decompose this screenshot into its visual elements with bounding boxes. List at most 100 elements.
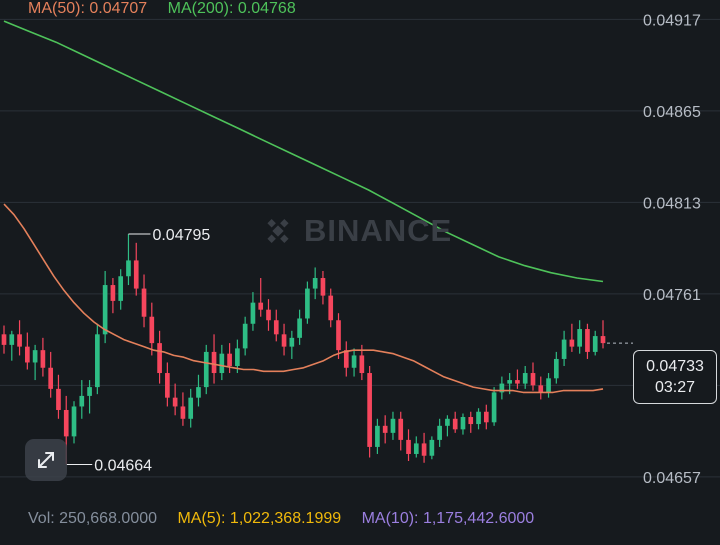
candle-body [79, 395, 85, 407]
candle-body [149, 316, 155, 344]
candle-body [126, 260, 131, 277]
candle-body [1, 334, 7, 345]
candle-body [445, 418, 450, 426]
candle-body [227, 353, 232, 366]
candle-body [297, 318, 302, 338]
candle-body [413, 443, 419, 454]
candle-body [180, 406, 186, 419]
candle-body [546, 378, 551, 393]
candle-body [460, 417, 466, 430]
candle-body [483, 411, 489, 423]
binance-logo-icon [267, 218, 289, 244]
candle-body [273, 320, 279, 335]
ma5-legend: MA(5): 1,022,368.1999 [177, 510, 342, 527]
candle-body [592, 336, 598, 352]
candle-body [25, 346, 30, 363]
candle-body [289, 337, 295, 347]
candle-body [577, 329, 582, 347]
ma50-legend: MA(50): 0.04707 [28, 0, 148, 17]
vol-legend: Vol: 250,668.0000 [28, 510, 158, 527]
high-marker-label: 0.04795 [152, 227, 210, 244]
candle-body [172, 397, 178, 407]
candles-group [1, 234, 606, 465]
candle-countdown: 03:27 [654, 379, 696, 396]
candle-body [375, 425, 380, 447]
candle-body [71, 406, 77, 437]
expand-arrows-icon [38, 452, 54, 468]
candle-body [437, 425, 442, 440]
ma50-line [3, 203, 604, 394]
candle-body [491, 392, 497, 423]
candle-body [390, 418, 396, 433]
y-tick-label: 0.04917 [643, 12, 701, 29]
candle-body [110, 285, 116, 301]
candle-body [242, 323, 248, 349]
candle-body [406, 439, 411, 454]
candle-body [320, 278, 326, 296]
candle-body [336, 320, 341, 351]
candle-body [452, 418, 458, 430]
candle-body [499, 383, 505, 393]
candle-body [235, 348, 240, 366]
candle-body [312, 278, 318, 289]
y-tick-label: 0.04813 [643, 195, 701, 212]
candle-body [569, 339, 575, 347]
candle-body [351, 355, 357, 368]
candle-body [40, 350, 46, 368]
candle-body [468, 417, 474, 425]
ma-legend: MA(50): 0.04707 MA(200): 0.04768 [28, 0, 312, 18]
candle-body [211, 351, 217, 374]
y-tick-label: 0.04761 [643, 287, 701, 304]
candle-body [165, 373, 170, 398]
candle-body [258, 302, 264, 310]
candle-body [359, 355, 365, 374]
candle-body [553, 358, 559, 379]
binance-watermark: BINANCE [258, 211, 452, 251]
expand-button[interactable] [25, 439, 67, 481]
candle-body [515, 380, 520, 384]
y-axis: 0.049170.048650.048130.047610.047090.046… [643, 12, 701, 486]
candle-body [305, 288, 310, 319]
ma50-line-group [3, 203, 604, 394]
candle-body [9, 334, 15, 345]
candle-body [219, 353, 225, 374]
candle-body [133, 260, 139, 289]
low-marker-label: 0.04664 [94, 458, 152, 475]
candle-body [367, 373, 372, 447]
candle-body [56, 388, 61, 410]
volume-legend: Vol: 250,668.0000 MA(5): 1,022,368.1999 … [28, 509, 550, 529]
candle-body [382, 425, 388, 433]
candle-body [118, 276, 124, 301]
candle-body [141, 288, 147, 317]
candle-body [32, 350, 38, 363]
candle-body [188, 397, 194, 419]
candle-body [266, 309, 271, 321]
y-tick-label: 0.04657 [643, 470, 701, 487]
ma200-legend: MA(200): 0.04768 [167, 0, 296, 17]
candle-body [476, 411, 481, 425]
candle-body [196, 387, 201, 398]
candle-body [421, 443, 427, 456]
candle-body [522, 373, 528, 384]
candle-body [530, 373, 536, 386]
candle-body [585, 329, 590, 352]
ma200-line-group [3, 20, 604, 283]
candle-body [157, 343, 162, 374]
ma10-legend: MA(10): 1,175,442.6000 [361, 510, 535, 527]
candle-body [538, 385, 544, 393]
candle-body [63, 409, 69, 437]
candle-body [343, 350, 349, 368]
watermark-text: BINANCE [304, 213, 453, 248]
current-price-box: 0.04733 03:27 [633, 350, 717, 404]
candle-body [398, 418, 404, 440]
candle-body [17, 334, 22, 347]
candle-body [281, 334, 287, 347]
candle-body [87, 387, 92, 396]
candle-body [203, 351, 209, 388]
candle-body [429, 439, 435, 456]
candle-body [102, 285, 108, 335]
candle-body [507, 380, 512, 384]
candle-body [250, 302, 256, 324]
